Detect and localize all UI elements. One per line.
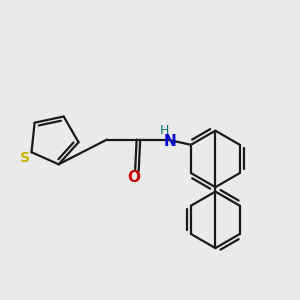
Text: N: N (163, 134, 176, 149)
Text: H: H (160, 124, 170, 137)
Text: O: O (127, 170, 140, 185)
Text: S: S (20, 151, 30, 165)
